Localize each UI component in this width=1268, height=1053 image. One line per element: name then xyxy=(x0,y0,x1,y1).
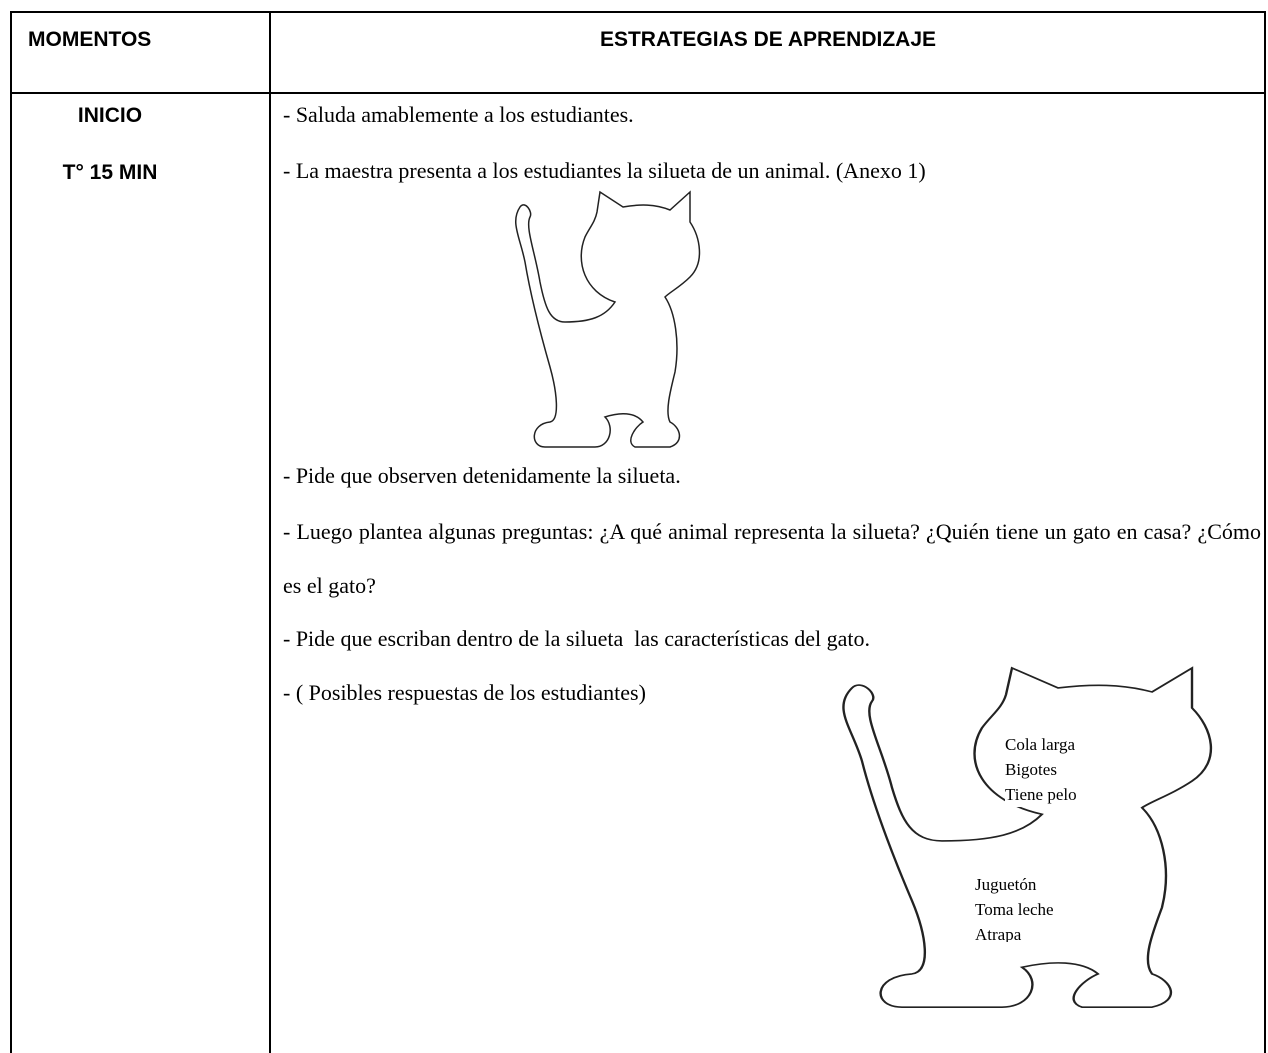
header-cell: MOMENTOS xyxy=(28,28,152,51)
answer: Atrapa xyxy=(975,922,1054,942)
cat-silhouette xyxy=(514,191,701,448)
strategy-item: - La maestra presenta a los estudiantes … xyxy=(283,158,926,183)
header-cell: ESTRATEGIAS DE APRENDIZAJE xyxy=(599,28,937,51)
strategy-item: - Saluda amablemente a los estudiantes. xyxy=(283,102,634,127)
strategy-item: - Pide que escriban dentro de la silueta… xyxy=(283,626,871,651)
table-border xyxy=(10,12,12,1053)
answer-box: Juguetón Toma leche Atrapa xyxy=(975,872,1054,942)
answer: Cola larga xyxy=(1005,732,1077,757)
answer: Juguetón xyxy=(975,872,1054,897)
answer: Bigotes xyxy=(1005,757,1077,782)
moment: INICIO xyxy=(77,104,143,127)
table-border xyxy=(269,12,271,1053)
table-border xyxy=(10,11,1266,13)
strategy-item: - Pide que observen detenidamente la sil… xyxy=(283,463,681,488)
table-border xyxy=(1264,12,1266,1053)
answer-box: Cola larga Bigotes Tiene pelo xyxy=(1005,732,1077,807)
answer: Tiene pelo xyxy=(1005,782,1077,807)
strategy-item: - ( Posibles respuestas de los estudiant… xyxy=(283,680,646,705)
cat-silhouette xyxy=(842,666,1213,1009)
table-border xyxy=(10,92,1266,94)
strategy-item: - Luego plantea algunas preguntas: ¿A qu… xyxy=(283,519,1261,598)
answer: Toma leche xyxy=(975,897,1054,922)
time: T° 15 MIN xyxy=(62,161,158,184)
